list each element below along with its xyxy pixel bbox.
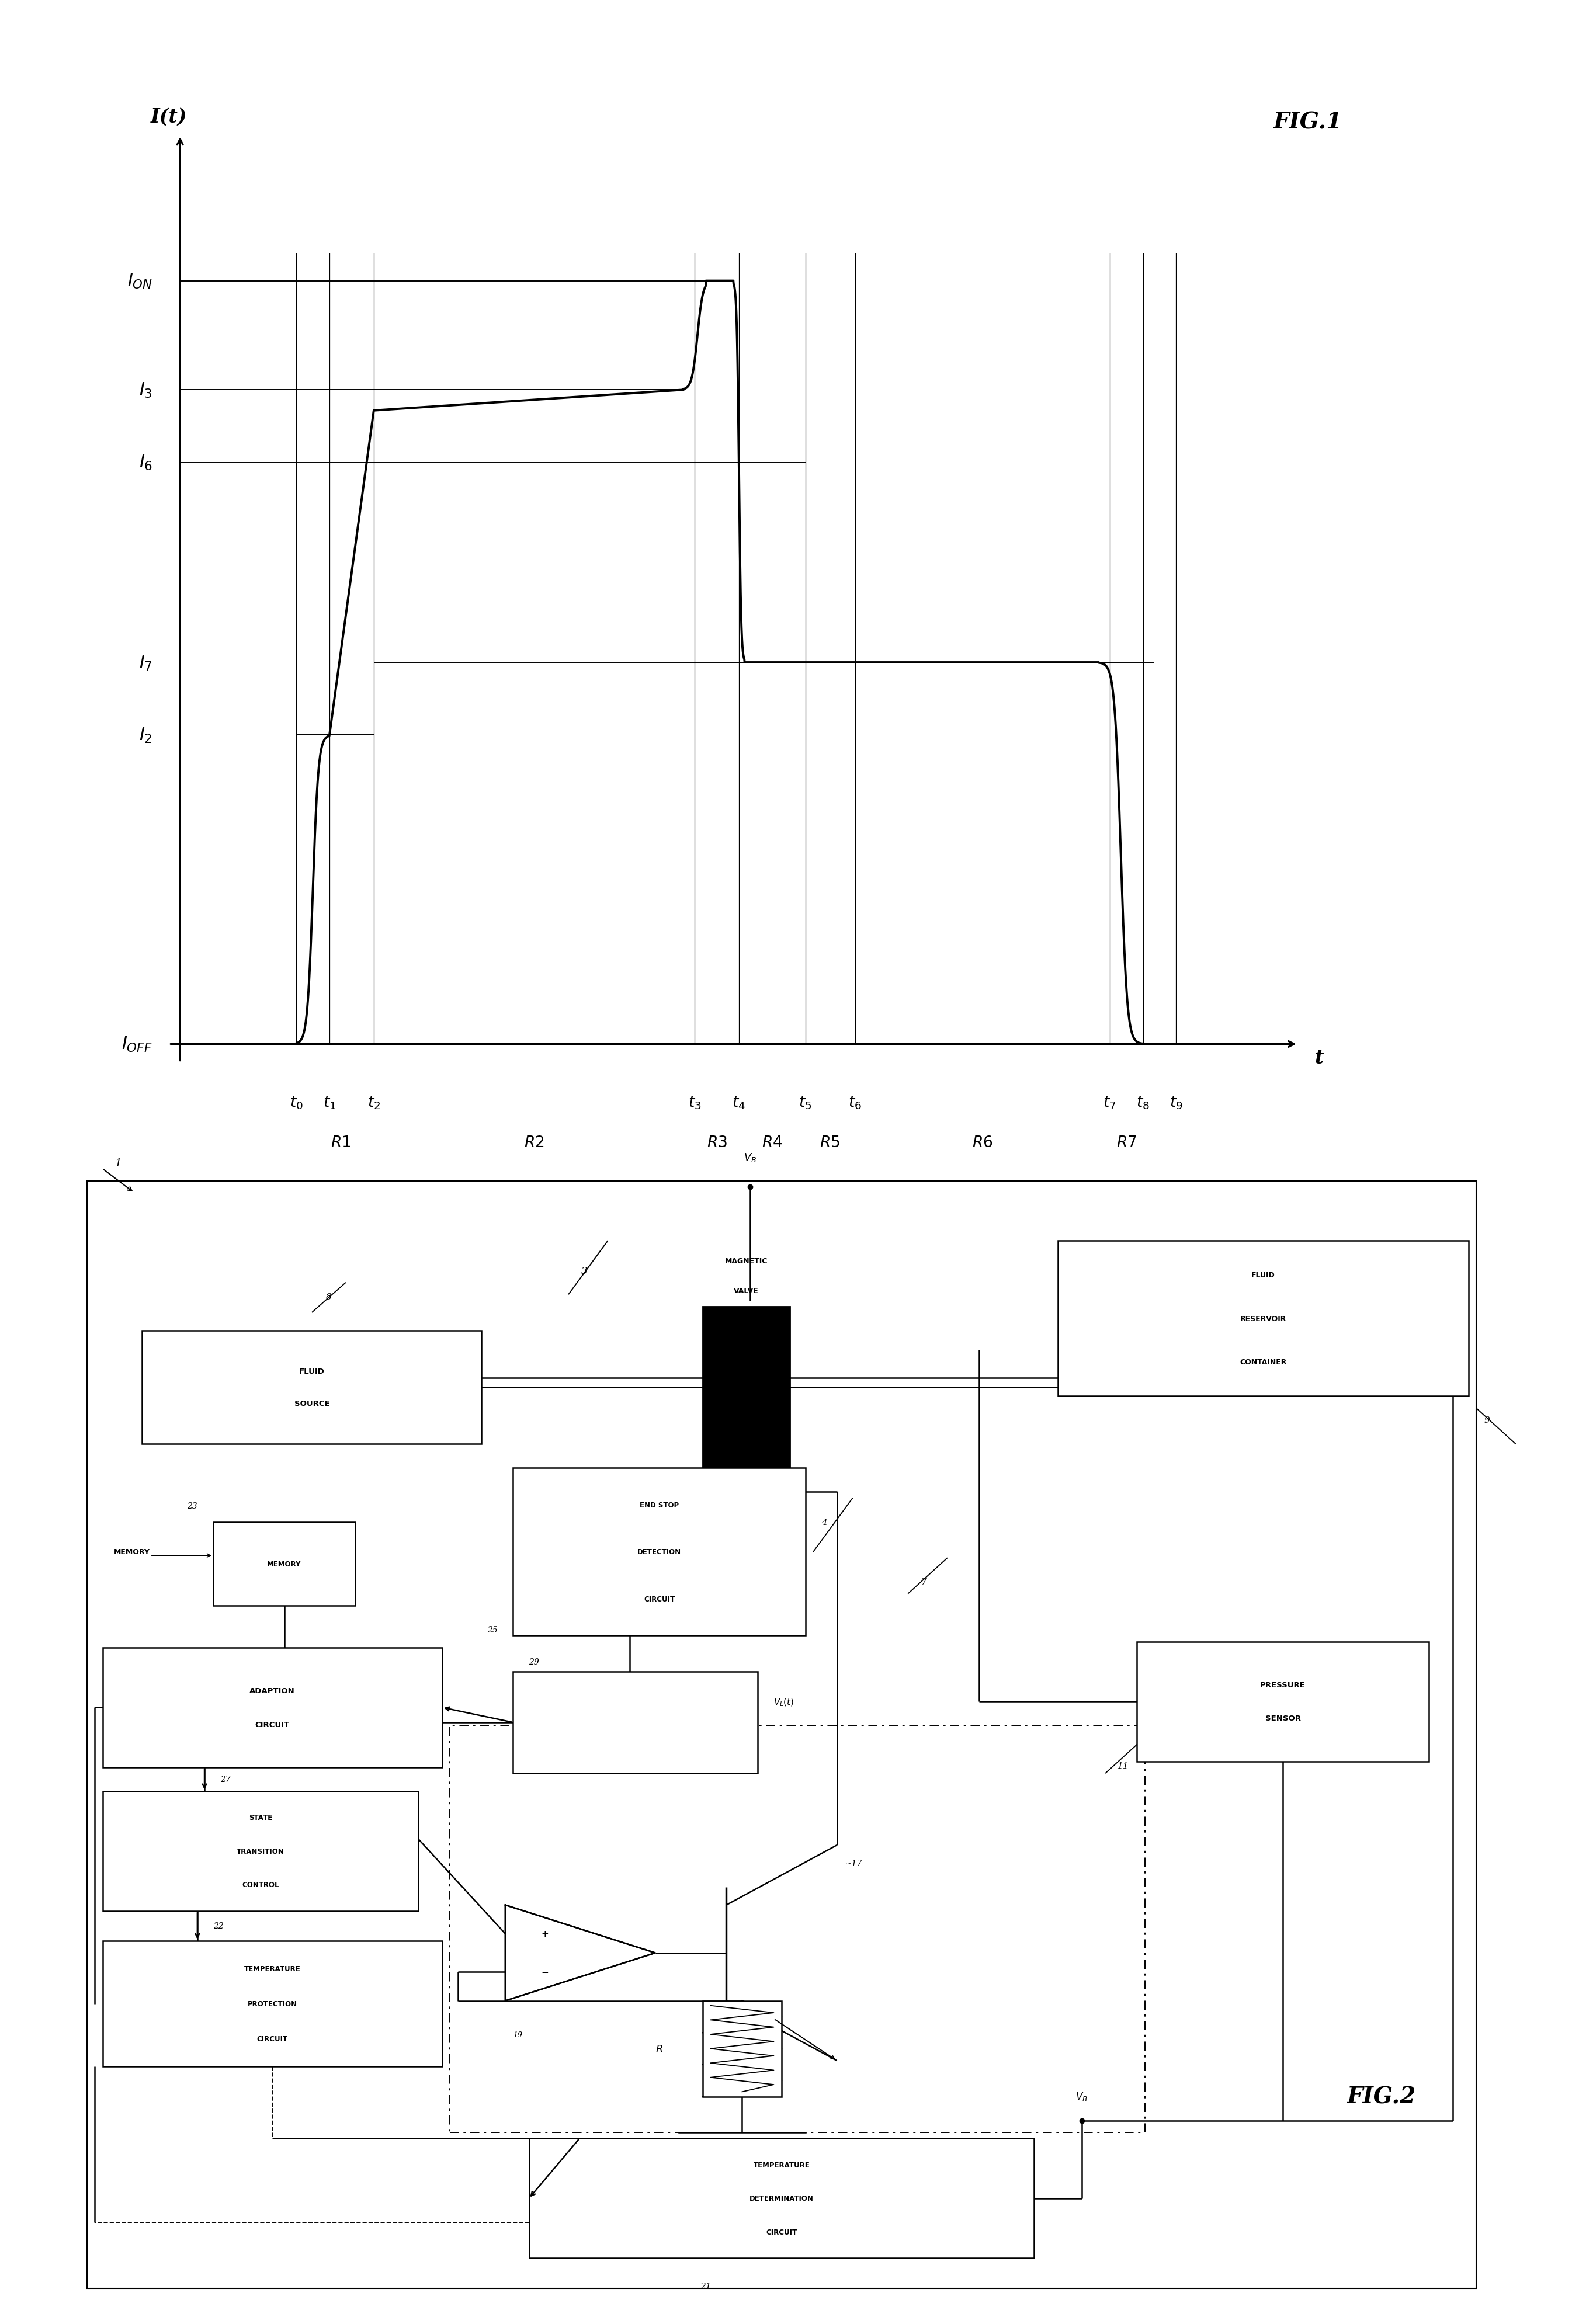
Text: TEMPERATURE: TEMPERATURE bbox=[753, 2161, 810, 2168]
Text: FLUID: FLUID bbox=[1251, 1271, 1276, 1278]
Bar bbox=[513, 1469, 805, 1636]
Text: TRANSITION: TRANSITION bbox=[237, 1848, 284, 1855]
Text: SOURCE: SOURCE bbox=[294, 1399, 330, 1406]
Text: $I_6$: $I_6$ bbox=[139, 453, 152, 472]
Bar bbox=[703, 1306, 790, 1492]
Text: $I_7$: $I_7$ bbox=[139, 653, 152, 672]
Text: $R7$: $R7$ bbox=[1116, 1134, 1137, 1150]
Text: DETERMINATION: DETERMINATION bbox=[750, 2194, 813, 2203]
Text: 27: 27 bbox=[221, 1776, 231, 1783]
Text: I(t): I(t) bbox=[150, 107, 188, 128]
Text: RESERVOIR: RESERVOIR bbox=[1240, 1315, 1287, 1322]
Text: $t_8$: $t_8$ bbox=[1137, 1095, 1150, 1111]
Text: 11: 11 bbox=[1118, 1762, 1129, 1769]
Text: $R4$: $R4$ bbox=[761, 1134, 783, 1150]
Bar bbox=[213, 1522, 355, 1606]
Text: PRESSURE: PRESSURE bbox=[1260, 1680, 1306, 1690]
Text: $R5$: $R5$ bbox=[820, 1134, 840, 1150]
Text: END STOP: END STOP bbox=[639, 1501, 679, 1508]
Text: $t_3$: $t_3$ bbox=[688, 1095, 701, 1111]
Text: $t_7$: $t_7$ bbox=[1104, 1095, 1116, 1111]
Text: $t_0$: $t_0$ bbox=[289, 1095, 303, 1111]
Text: 4: 4 bbox=[821, 1518, 827, 1527]
Polygon shape bbox=[505, 1906, 655, 2001]
Text: $R3$: $R3$ bbox=[707, 1134, 726, 1150]
Text: $V_B$: $V_B$ bbox=[1075, 2092, 1088, 2103]
Bar bbox=[1137, 1641, 1429, 1762]
Text: $V_L(t)$: $V_L(t)$ bbox=[774, 1697, 794, 1708]
Text: MEMORY: MEMORY bbox=[267, 1559, 302, 1569]
Text: $t_6$: $t_6$ bbox=[848, 1095, 862, 1111]
Text: $R$: $R$ bbox=[655, 2043, 663, 2054]
Bar bbox=[450, 1724, 1145, 2133]
Text: 8: 8 bbox=[325, 1292, 332, 1301]
Text: CIRCUIT: CIRCUIT bbox=[644, 1594, 674, 1604]
Text: 3: 3 bbox=[581, 1267, 587, 1276]
Text: CONTAINER: CONTAINER bbox=[1240, 1360, 1287, 1367]
Text: 7: 7 bbox=[921, 1578, 927, 1585]
Text: $t_2$: $t_2$ bbox=[368, 1095, 381, 1111]
Text: CONTROL: CONTROL bbox=[242, 1880, 279, 1889]
Text: 22: 22 bbox=[213, 1922, 224, 1931]
Bar bbox=[703, 2001, 782, 2096]
Text: 21: 21 bbox=[699, 2282, 712, 2289]
Text: $R1$: $R1$ bbox=[330, 1134, 351, 1150]
Text: VALVE: VALVE bbox=[734, 1287, 758, 1294]
Bar bbox=[1058, 1241, 1468, 1397]
Bar bbox=[103, 1648, 442, 1769]
Bar bbox=[142, 1332, 482, 1443]
Text: ~17: ~17 bbox=[845, 1859, 862, 1866]
Text: $t_9$: $t_9$ bbox=[1170, 1095, 1183, 1111]
Text: $I_2$: $I_2$ bbox=[139, 727, 152, 744]
Text: $R6$: $R6$ bbox=[973, 1134, 993, 1150]
Text: CIRCUIT: CIRCUIT bbox=[256, 1720, 289, 1729]
Text: $I_{OFF}$: $I_{OFF}$ bbox=[122, 1034, 152, 1053]
Text: $t_1$: $t_1$ bbox=[324, 1095, 336, 1111]
Text: $I_{ON}$: $I_{ON}$ bbox=[128, 272, 152, 290]
Bar bbox=[103, 1941, 442, 2066]
Text: t: t bbox=[1314, 1048, 1323, 1067]
Text: 19: 19 bbox=[513, 2031, 523, 2038]
Text: DETECTION: DETECTION bbox=[638, 1548, 681, 1555]
Bar bbox=[513, 1671, 758, 1773]
Text: MAGNETIC: MAGNETIC bbox=[725, 1257, 767, 1264]
Text: STATE: STATE bbox=[249, 1815, 272, 1822]
Text: 29: 29 bbox=[529, 1657, 540, 1666]
Text: $t_5$: $t_5$ bbox=[799, 1095, 812, 1111]
Text: PROTECTION: PROTECTION bbox=[248, 2001, 297, 2008]
Text: FLUID: FLUID bbox=[298, 1369, 325, 1376]
Text: 23: 23 bbox=[186, 1501, 197, 1511]
Bar bbox=[87, 1181, 1476, 2289]
Text: FIG.1: FIG.1 bbox=[1273, 112, 1342, 132]
Bar bbox=[529, 2138, 1034, 2259]
Bar bbox=[103, 1792, 418, 1910]
Text: CIRCUIT: CIRCUIT bbox=[766, 2229, 797, 2236]
Text: +: + bbox=[542, 1929, 548, 1938]
Text: SENSOR: SENSOR bbox=[1265, 1715, 1301, 1722]
Text: MEMORY: MEMORY bbox=[114, 1548, 150, 1555]
Text: CIRCUIT: CIRCUIT bbox=[257, 2036, 287, 2043]
Text: 1: 1 bbox=[115, 1157, 122, 1169]
Text: $I_3$: $I_3$ bbox=[139, 381, 152, 400]
Text: 9: 9 bbox=[1484, 1415, 1491, 1425]
Text: $V_B$: $V_B$ bbox=[744, 1150, 756, 1162]
Text: $t_4$: $t_4$ bbox=[733, 1095, 745, 1111]
Text: $R2$: $R2$ bbox=[524, 1134, 545, 1150]
Text: FIG.2: FIG.2 bbox=[1347, 2085, 1416, 2108]
Text: ADAPTION: ADAPTION bbox=[249, 1687, 295, 1694]
Text: 25: 25 bbox=[486, 1627, 497, 1634]
Text: TEMPERATURE: TEMPERATURE bbox=[245, 1964, 300, 1973]
Text: −: − bbox=[542, 1968, 548, 1975]
